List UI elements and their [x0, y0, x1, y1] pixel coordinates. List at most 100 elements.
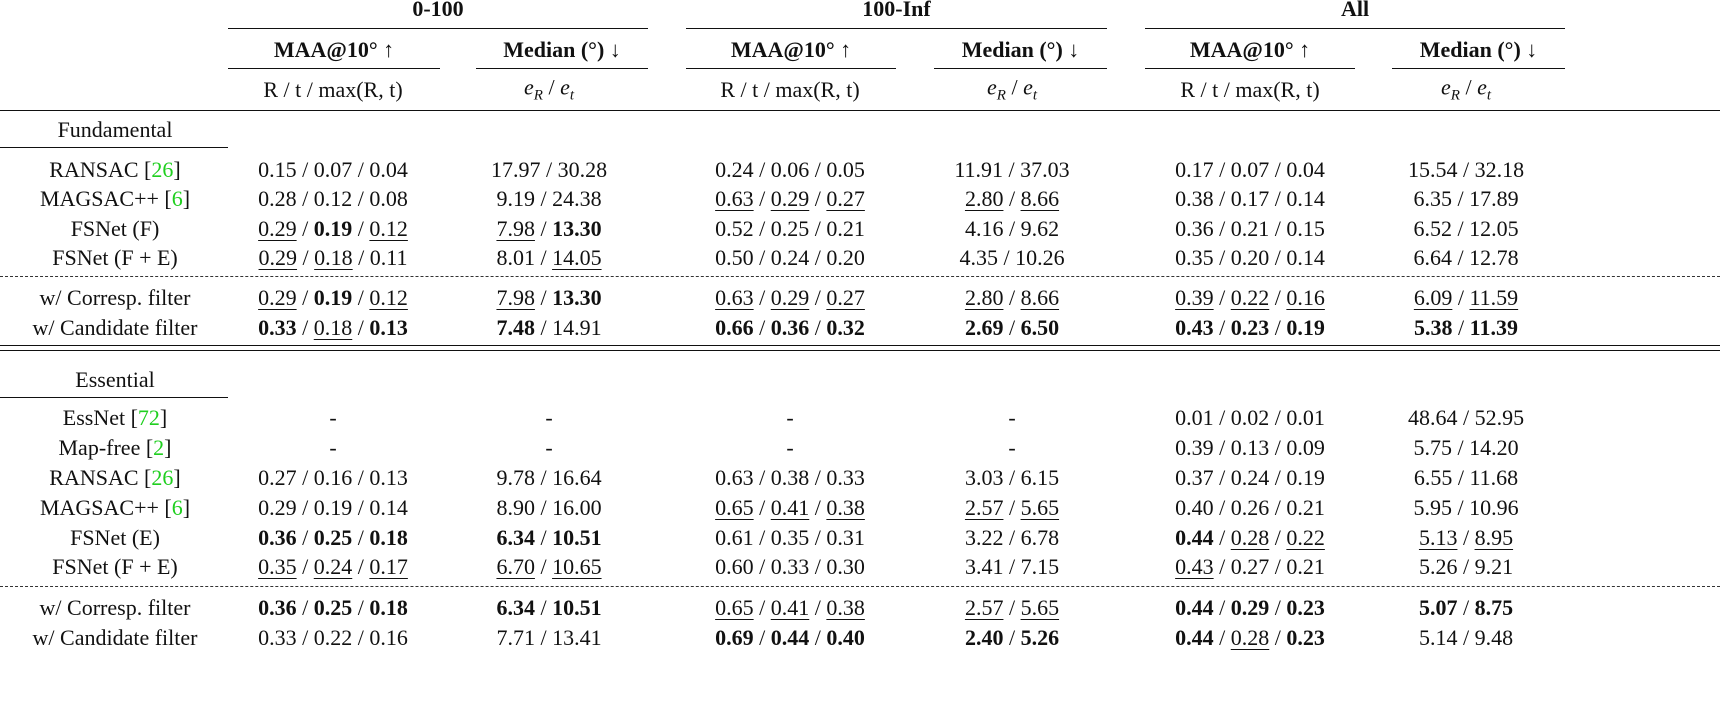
value: 14.20	[1469, 435, 1519, 460]
second-best-value: 7.98	[496, 216, 535, 241]
best-value: 13.30	[552, 285, 602, 310]
value: 0.24	[770, 245, 810, 270]
section-title-rule	[0, 397, 228, 398]
best-value: 0.13	[369, 315, 408, 340]
value: 0.26	[1230, 495, 1270, 520]
second-best-value: 8.66	[1020, 285, 1060, 310]
second-best-value: 0.18	[313, 315, 353, 340]
best-value: 0.44	[1175, 595, 1214, 620]
slash-separator: /	[1003, 186, 1021, 211]
second-best-value: 14.05	[552, 245, 602, 270]
table-cell: 0.35 / 0.20 / 0.14	[1175, 247, 1325, 269]
citation-link[interactable]: 26	[151, 465, 174, 490]
second-best-value: 0.27	[826, 285, 865, 310]
table-cell: 0.36 / 0.21 / 0.15	[1175, 218, 1325, 240]
second-best-value: 8.66	[1020, 186, 1060, 211]
method-name: FSNet (E)	[70, 527, 160, 549]
slash-separator: /	[809, 245, 827, 270]
slash-separator: /	[352, 495, 370, 520]
value: 0.24	[715, 157, 754, 182]
value: 0.16	[369, 625, 408, 650]
slash-separator: /	[296, 315, 314, 340]
table-cell: 6.34 / 10.51	[496, 597, 601, 619]
method-name: w/ Candidate filter	[33, 627, 198, 649]
maa-subheader: R / t / max(R, t)	[1180, 77, 1320, 102]
best-value: 0.23	[1230, 315, 1270, 340]
method-name: w/ Corresp. filter	[40, 287, 191, 309]
second-best-value: 0.17	[369, 554, 408, 579]
table-cell: 0.43 / 0.23 / 0.19	[1175, 317, 1325, 339]
maa-subheader: R / t / max(R, t)	[263, 77, 403, 102]
slash-separator: /	[1457, 625, 1475, 650]
table-cell: 5.26 / 9.21	[1419, 556, 1513, 578]
slash-separator: /	[1269, 285, 1287, 310]
citation-link[interactable]: 26	[151, 157, 174, 182]
table-cell: 0.52 / 0.25 / 0.21	[715, 218, 865, 240]
value: 0.04	[369, 157, 408, 182]
slash-separator: /	[1269, 495, 1287, 520]
method-label: RANSAC [	[49, 465, 152, 490]
value: 52.95	[1474, 405, 1525, 430]
table-cell: 5.14 / 9.48	[1419, 627, 1513, 649]
table-cell: 2.69 / 6.50	[965, 317, 1059, 339]
value: 0.14	[1286, 245, 1325, 270]
slash-separator: /	[296, 554, 314, 579]
slash-separator: /	[296, 465, 314, 490]
value: 6.35	[1413, 186, 1452, 211]
value: 0.14	[1286, 186, 1325, 211]
second-best-value: 0.39	[1175, 285, 1214, 310]
value: -	[1008, 405, 1016, 430]
best-value: 0.69	[715, 625, 754, 650]
best-value: 0.36	[258, 595, 297, 620]
slash-separator: /	[753, 465, 771, 490]
table-cell: 6.09 / 11.59	[1414, 287, 1518, 309]
best-value: 5.26	[1020, 625, 1060, 650]
table-cell: 0.66 / 0.36 / 0.32	[715, 317, 865, 339]
slash-separator: /	[809, 525, 827, 550]
value: 0.19	[1286, 465, 1325, 490]
method-name: RANSAC [26]	[49, 159, 180, 181]
citation-link[interactable]: 72	[137, 405, 160, 430]
value: 0.38	[770, 465, 810, 490]
citation-link[interactable]: 6	[171, 495, 183, 520]
table-cell: 0.36 / 0.25 / 0.18	[258, 597, 408, 619]
slash-separator: /	[296, 216, 314, 241]
slash-separator: /	[1457, 405, 1475, 430]
table-cell: -	[1008, 407, 1015, 429]
value: 15.54	[1407, 157, 1458, 182]
best-value: 10.51	[552, 595, 602, 620]
citation-close: ]	[182, 186, 191, 211]
table-cell: 8.90 / 16.00	[496, 497, 601, 519]
second-best-value: 10.65	[552, 554, 602, 579]
slash-separator: /	[753, 595, 771, 620]
second-best-value: 0.27	[826, 186, 865, 211]
second-best-value: 6.70	[496, 554, 535, 579]
best-value: 0.40	[826, 625, 865, 650]
value: 0.01	[1286, 405, 1325, 430]
median-subheader: eR / et	[987, 76, 1037, 103]
best-value: 6.34	[496, 595, 535, 620]
best-value: 0.36	[258, 525, 297, 550]
best-value: 0.18	[369, 595, 408, 620]
value: 0.61	[715, 525, 754, 550]
citation-link[interactable]: 2	[153, 435, 165, 460]
table-cell: 0.29 / 0.19 / 0.12	[258, 218, 408, 240]
value: 13.41	[552, 625, 602, 650]
method-label: RANSAC [	[49, 157, 152, 182]
e-t-symbol: et	[1023, 74, 1037, 103]
slash-separator: /	[1451, 495, 1470, 520]
value: 6.64	[1413, 245, 1452, 270]
value: 0.17	[1230, 186, 1270, 211]
slash-separator: /	[1269, 595, 1287, 620]
citation-close: ]	[182, 495, 191, 520]
table-cell: 7.71 / 13.41	[496, 627, 601, 649]
citation-link[interactable]: 6	[171, 186, 183, 211]
median-header: Median (°) ↓	[1419, 37, 1538, 62]
method-label: w/ Candidate filter	[32, 625, 198, 650]
value: 16.64	[552, 465, 602, 490]
value: 0.13	[1230, 435, 1270, 460]
best-value: 0.18	[369, 525, 408, 550]
table-cell: 0.63 / 0.38 / 0.33	[715, 467, 865, 489]
table-cell: 0.33 / 0.18 / 0.13	[258, 317, 408, 339]
slash-separator: /	[534, 595, 553, 620]
